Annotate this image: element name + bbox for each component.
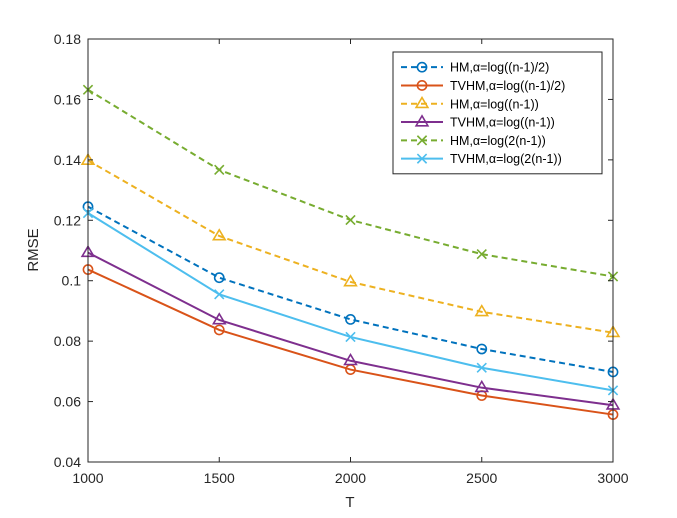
data-point-1-2 bbox=[213, 272, 225, 284]
data-point-6-4 bbox=[476, 362, 487, 373]
y-tick-label-4: 0.1 bbox=[62, 273, 82, 289]
legend-label-4: TVHM,α=log((n-1)) bbox=[450, 116, 555, 130]
legend-marker-1 bbox=[416, 61, 428, 73]
data-point-1-3 bbox=[345, 313, 356, 325]
y-tick-label-1: 0.04 bbox=[54, 454, 81, 470]
legend-label-1: HM,α=log((n-1)/2) bbox=[450, 61, 549, 75]
series-6 bbox=[82, 207, 619, 396]
x-tick-label-3: 2000 bbox=[335, 470, 366, 486]
y-tick-label-7: 0.16 bbox=[54, 91, 81, 107]
x-tick-label-2: 1500 bbox=[204, 470, 235, 486]
data-point-1-4 bbox=[476, 343, 488, 355]
y-tick-label-3: 0.08 bbox=[54, 333, 81, 349]
data-point-5-3 bbox=[345, 214, 356, 226]
legend-entry-5: HM,α=log(2(n-1)) bbox=[401, 134, 546, 148]
data-point-4-4 bbox=[474, 379, 490, 393]
legend-marker-6 bbox=[416, 153, 428, 164]
series-line-1 bbox=[87, 205, 614, 373]
y-tick-label-6: 0.14 bbox=[54, 152, 81, 168]
x-axis-title: T bbox=[345, 494, 354, 511]
legend-box bbox=[392, 51, 603, 175]
legend-marker-5 bbox=[416, 135, 428, 146]
legend-entry-1: HM,α=log((n-1)/2) bbox=[401, 61, 549, 75]
y-axis-title: RMSE bbox=[25, 228, 42, 271]
legend-entry-4: TVHM,α=log((n-1)) bbox=[401, 114, 555, 130]
x-tick-label-4: 2500 bbox=[466, 470, 497, 486]
data-point-3-2 bbox=[211, 228, 227, 241]
data-point-4-3 bbox=[343, 353, 358, 366]
axes-layer: 1000 1500 2000 2500 3000 0.04 0.06 0.08 0.1 0.12 0… bbox=[54, 31, 629, 486]
data-point-4-2 bbox=[211, 312, 227, 325]
y-tick-label-5: 0.12 bbox=[54, 212, 81, 228]
data-point-3-4 bbox=[474, 304, 490, 317]
data-point-5-4 bbox=[476, 248, 487, 260]
legend-marker-4 bbox=[414, 114, 430, 127]
legend-label-2: TVHM,α=log((n-1)/2) bbox=[450, 79, 565, 93]
legend-label-3: HM,α=log((n-1)) bbox=[450, 97, 539, 111]
data-point-2-2 bbox=[213, 324, 225, 336]
series-line-3 bbox=[87, 159, 614, 334]
legend-marker-2 bbox=[416, 80, 428, 91]
x-tick-label-1: 1000 bbox=[72, 470, 103, 486]
y-tick-label-2: 0.06 bbox=[54, 394, 81, 410]
legend-entry-6: TVHM,α=log(2(n-1)) bbox=[401, 152, 562, 166]
data-point-5-2 bbox=[214, 164, 225, 175]
legend-entry-2: TVHM,α=log((n-1)/2) bbox=[401, 79, 565, 93]
legend: HM,α=log((n-1)/2) TVHM,α=log((n-1)/2) HM,α… bbox=[392, 51, 603, 175]
legend-label-6: TVHM,α=log(2(n-1)) bbox=[450, 152, 562, 166]
y-tick-label-8: 0.18 bbox=[54, 31, 81, 47]
legend-entry-3: HM,α=log((n-1)) bbox=[401, 95, 539, 111]
legend-marker-3 bbox=[414, 95, 430, 109]
data-point-6-3 bbox=[345, 331, 356, 343]
series-line-4 bbox=[87, 251, 614, 407]
legend-label-5: HM,α=log(2(n-1)) bbox=[450, 134, 546, 148]
data-point-6-2 bbox=[214, 289, 225, 300]
x-tick-label-5: 3000 bbox=[597, 470, 628, 486]
series-line-2 bbox=[87, 268, 614, 416]
data-point-3-3 bbox=[343, 274, 358, 287]
